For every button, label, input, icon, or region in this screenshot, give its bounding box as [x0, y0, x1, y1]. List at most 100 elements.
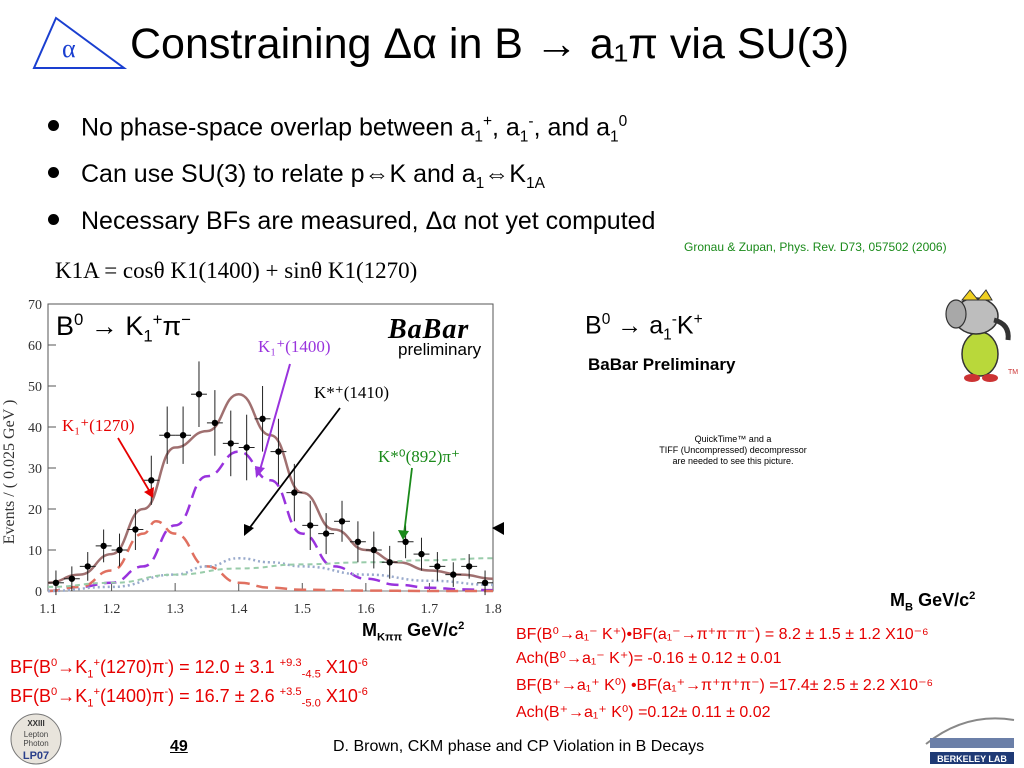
data-point [413, 537, 430, 571]
quicktime-placeholder: QuickTime™ and a TIFF (Uncompressed) deco… [659, 434, 807, 466]
annotation-k1-1400: K₁⁺(1400) [258, 337, 331, 356]
data-point [318, 513, 335, 555]
data-point [63, 566, 80, 591]
fit-curve-k1-1270- [47, 520, 493, 593]
data-point [381, 545, 398, 579]
y-tick-label: 60 [28, 339, 42, 354]
data-point [461, 554, 478, 579]
babar-preliminary-text: preliminary [398, 340, 482, 359]
data-point [191, 361, 207, 427]
data-marker [148, 477, 155, 484]
result-line-3: BF(B⁺→a₁⁺ K⁰) •BF(a₁⁺→π⁺π⁺π⁻) =17.4± 2.5… [516, 677, 934, 694]
y-tick-label: 30 [28, 462, 42, 477]
data-marker [132, 526, 139, 533]
data-point [302, 500, 319, 550]
svg-text:XXIII: XXIII [27, 719, 44, 728]
berkeley-lab-logo: BERKELEY LAB [925, 717, 1015, 764]
y-tick-label: 70 [28, 298, 42, 313]
data-marker [418, 550, 425, 558]
result-line-4: Ach(B⁺→a₁⁺ K⁰) =0.12± 0.11 ± 0.02 [516, 704, 771, 721]
data-marker [291, 489, 298, 496]
arrow-k1-1270 [117, 437, 151, 493]
mb-axis-label: MB GeV/c2 [890, 590, 976, 614]
right-plot-title: B0 → a1-K+ [585, 311, 703, 344]
babar-logo: BaBar [388, 314, 470, 345]
y-axis-label: Events / ( 0.025 GeV ) [1, 400, 18, 545]
data-marker [84, 563, 91, 570]
alpha-logo-text: α [62, 34, 76, 63]
data-marker [179, 432, 187, 439]
fit-curve-k1-1400- [47, 450, 494, 593]
y-tick-label: 50 [28, 380, 42, 395]
slide-title: Constraining Δα in B → a₁π via SU(3) [130, 20, 850, 68]
arrow-kstar-1410 [247, 407, 341, 531]
svg-text:TM: TM [1008, 369, 1018, 376]
bullet-dot [48, 213, 59, 225]
data-points [48, 361, 493, 596]
data-point [270, 418, 287, 485]
data-marker [450, 571, 457, 578]
x-tick-label: 1.8 [484, 602, 502, 617]
data-marker [195, 391, 203, 398]
data-point [206, 390, 223, 456]
data-point [349, 521, 366, 563]
data-marker [100, 542, 107, 550]
data-marker [481, 579, 489, 586]
data-marker [163, 432, 171, 439]
arrow-kstar892 [403, 467, 413, 535]
x-tick-label: 1.1 [39, 602, 57, 617]
arrow-k1-1400 [259, 363, 291, 471]
data-marker [338, 518, 346, 525]
data-marker [259, 415, 266, 422]
arrow-head-kstar-1410 [244, 524, 254, 536]
y-tick-label: 0 [35, 585, 42, 600]
data-marker [227, 440, 234, 447]
babar-elephant-icon: TM [945, 289, 1018, 382]
mkpipi-axis-label: MKππ GeV/c2 [362, 620, 465, 644]
data-marker [402, 538, 409, 545]
bf-k1-1400: BF(B0→K1+(1400)π-) = 16.7 ± 2.6 +3.5-5.0… [10, 686, 368, 710]
data-point [79, 552, 96, 581]
y-tick-label: 20 [28, 503, 42, 518]
data-point [111, 533, 128, 567]
lepton-photon-logo: XXIII Lepton Photon LP07 [10, 713, 62, 765]
data-point [445, 562, 462, 587]
data-marker [116, 546, 123, 554]
data-marker [370, 546, 378, 554]
data-marker [52, 579, 60, 586]
data-marker [68, 575, 76, 582]
bullet-2: Can use SU(3) to relate p⇔K and a1⇔K1A [48, 160, 545, 193]
x-tick-label: 1.4 [230, 602, 248, 617]
data-marker [211, 419, 219, 427]
data-marker [386, 559, 393, 566]
data-point [95, 529, 112, 563]
data-point [48, 570, 64, 596]
fit-curve-k-0-892- [47, 557, 494, 588]
annotation-kstar-1410: K*⁺(1410) [314, 383, 389, 402]
page-number: 49 [170, 738, 188, 755]
data-point [222, 410, 239, 477]
result-line-1: BF(B⁰→a₁⁻ K⁺)•BF(a₁⁻→π⁺π⁻π⁻) = 8.2 ± 1.5… [516, 626, 929, 643]
data-point [127, 509, 144, 550]
y-tick-label: 10 [28, 544, 42, 559]
bullet-1: No phase-space overlap between a1+, a1-,… [48, 113, 627, 146]
data-point [254, 386, 271, 452]
data-marker [354, 538, 362, 545]
svg-text:LP07: LP07 [23, 750, 49, 762]
data-point [334, 500, 350, 542]
bf-k1-1270: BF(B0→K1+(1270)π-) = 12.0 ± 3.1 +9.3-4.5… [10, 657, 368, 681]
plot-label: B0 → K1+π− [56, 310, 191, 346]
data-point [477, 570, 493, 596]
x-tick-label: 1.2 [103, 602, 121, 617]
annotation-k1-1270: K₁⁺(1270) [62, 416, 135, 435]
right-plot-preliminary: BaBar Preliminary [588, 355, 736, 374]
alpha-triangle-logo: α [32, 16, 128, 69]
annotation-kstar892: K*⁰(892)π⁺ [378, 447, 460, 466]
y-tick-label: 40 [28, 421, 42, 436]
fit-curve-k-1410- [47, 556, 494, 593]
svg-text:Lepton: Lepton [24, 730, 48, 739]
x-tick-label: 1.6 [357, 602, 375, 617]
edge-marker [492, 522, 504, 535]
data-marker [322, 530, 330, 537]
